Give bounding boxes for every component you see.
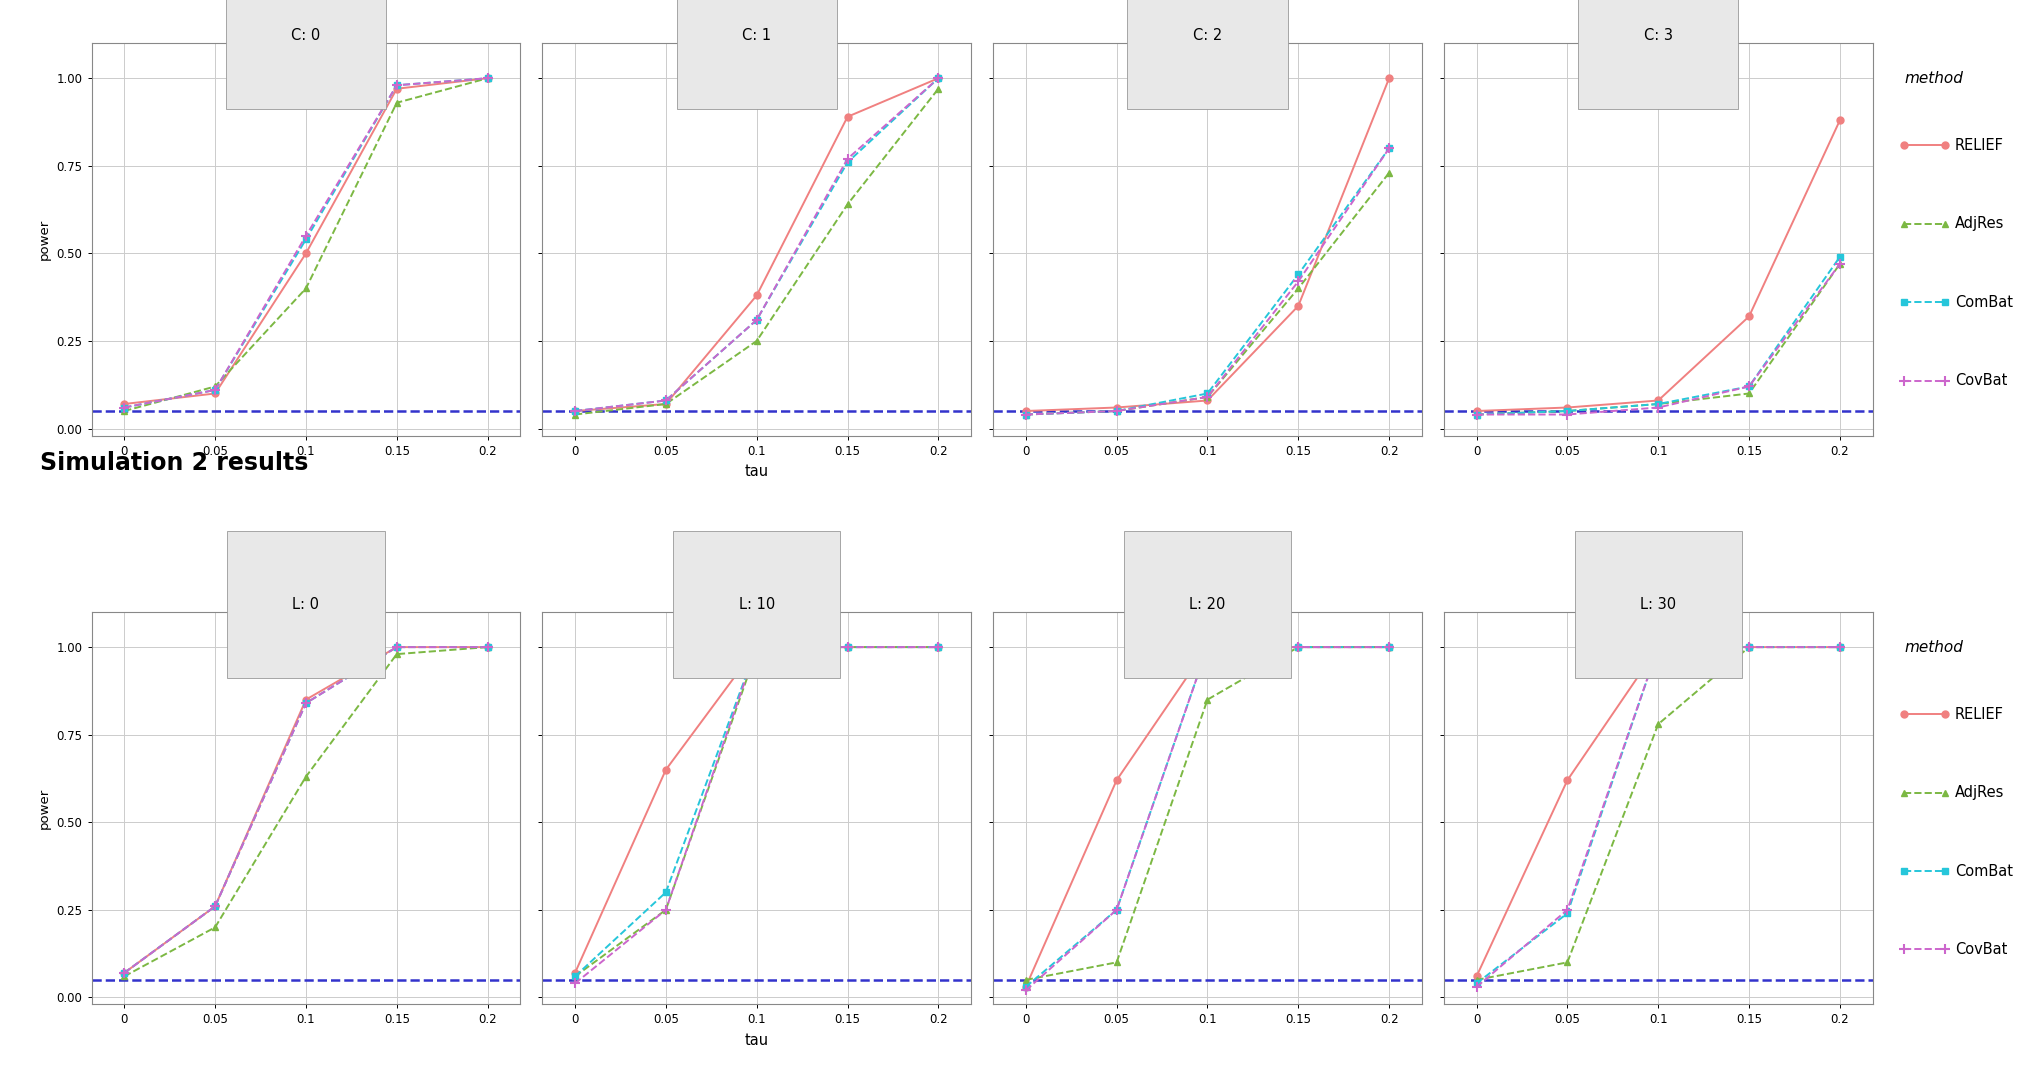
Y-axis label: power: power <box>39 787 51 828</box>
Text: Simulation 2 results: Simulation 2 results <box>41 450 309 475</box>
X-axis label: tau: tau <box>745 464 769 480</box>
Text: AdjRes: AdjRes <box>1956 216 2004 231</box>
Y-axis label: power: power <box>39 219 51 260</box>
Text: RELIEF: RELIEF <box>1956 706 2004 721</box>
Text: ComBat: ComBat <box>1956 864 2013 878</box>
Text: method: method <box>1905 639 1964 654</box>
Text: AdjRes: AdjRes <box>1956 785 2004 800</box>
Title: C: 0: C: 0 <box>291 28 322 43</box>
Text: method: method <box>1905 70 1964 85</box>
Text: ComBat: ComBat <box>1956 295 2013 310</box>
Title: L: 20: L: 20 <box>1188 597 1225 612</box>
Title: L: 0: L: 0 <box>293 597 319 612</box>
Title: C: 1: C: 1 <box>743 28 771 43</box>
Title: L: 10: L: 10 <box>739 597 775 612</box>
Title: C: 3: C: 3 <box>1644 28 1673 43</box>
Text: RELIEF: RELIEF <box>1956 138 2004 152</box>
Text: CovBat: CovBat <box>1956 373 2007 388</box>
Title: L: 30: L: 30 <box>1640 597 1677 612</box>
X-axis label: tau: tau <box>745 1034 769 1049</box>
Title: C: 2: C: 2 <box>1193 28 1223 43</box>
Text: CovBat: CovBat <box>1956 942 2007 957</box>
